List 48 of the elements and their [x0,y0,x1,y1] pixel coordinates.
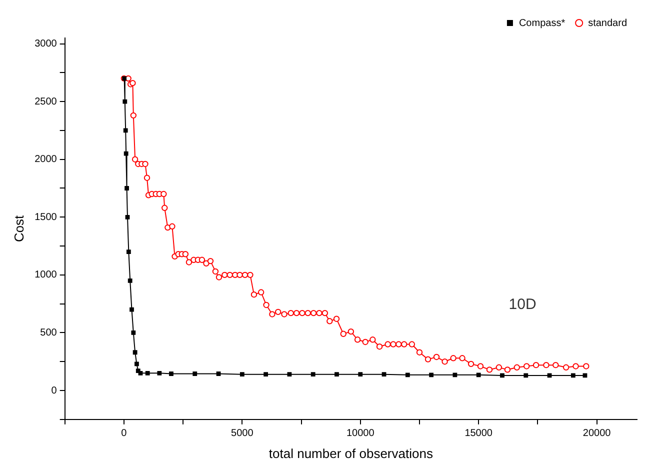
y-tick-label: 1500 [34,212,58,223]
point [134,362,139,366]
point [264,372,268,377]
x-tick-label: 5000 [231,428,254,440]
y-tick-label: 1000 [34,270,58,281]
point [126,250,131,254]
point [476,372,481,378]
point [500,373,504,378]
point [122,99,128,104]
x-axis-title: total number of observations [268,446,434,461]
y-tick-label: 0 [51,385,58,396]
point [130,307,134,312]
point [524,373,528,378]
point [145,370,150,376]
point [132,350,138,355]
point [452,372,458,378]
x-tick-label: 15000 [464,428,493,440]
point [123,128,128,133]
annotation: 10D [508,296,536,314]
point [570,373,576,378]
point [287,372,292,377]
point [138,370,143,376]
point [124,151,128,156]
y-axis-title: Cost [11,214,26,242]
y-tick-label: 500 [40,327,58,338]
point [358,372,363,377]
point [128,278,132,283]
legend-label: Compass* [518,18,566,29]
y-tick-label: 2500 [34,96,58,108]
point [125,214,130,220]
x-tick-label: 10000 [346,428,375,440]
point [405,372,410,378]
point [157,370,162,376]
point [334,372,339,377]
x-tick-label: 20000 [582,428,612,440]
point [131,330,136,335]
legend-label: standard [588,18,628,29]
point [192,372,198,376]
point [216,372,221,376]
point [240,372,244,377]
point [124,186,129,190]
y-tick-label: 3000 [34,38,58,50]
point [382,372,386,377]
x-tick-label: 0 [121,428,128,440]
point [429,372,434,378]
point [310,372,316,377]
y-tick-label: 2000 [34,154,58,166]
point [169,372,174,376]
